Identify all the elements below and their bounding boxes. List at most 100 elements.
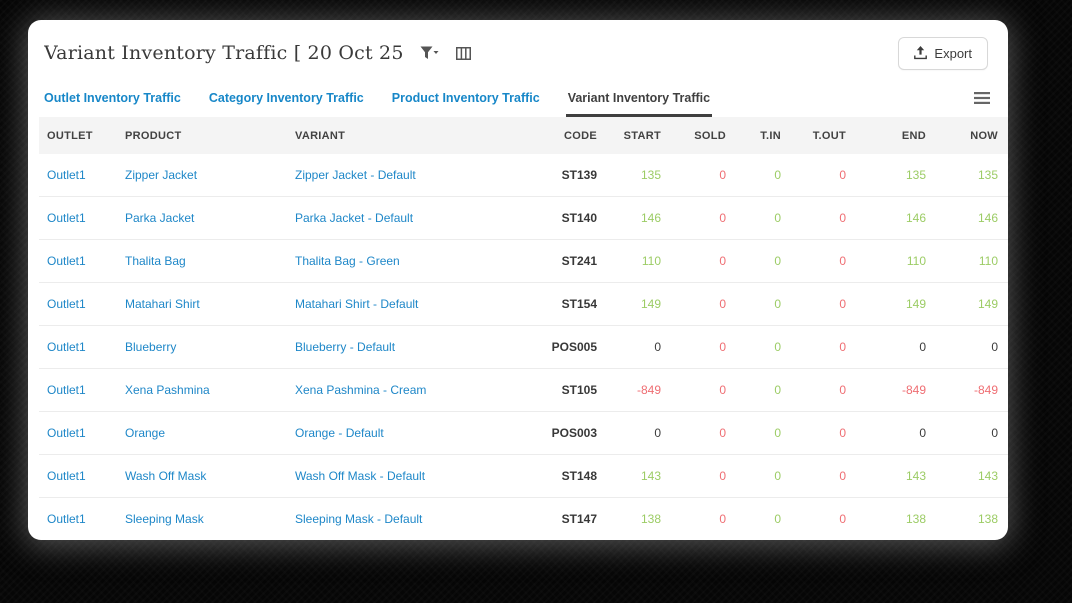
code-value: ST241: [526, 239, 601, 283]
column-header-variant[interactable]: VARIANT: [287, 117, 526, 154]
columns-button[interactable]: [454, 45, 473, 62]
variant-link[interactable]: Xena Pashmina - Cream: [287, 368, 526, 412]
product-link[interactable]: Blueberry: [117, 325, 287, 369]
table-row: Outlet1 Matahari Shirt Matahari Shirt - …: [39, 282, 1008, 326]
tout-value: 0: [791, 411, 856, 455]
tout-value: 0: [791, 454, 856, 498]
tout-value: 0: [791, 325, 856, 369]
upload-icon: [914, 46, 928, 60]
tin-value: 0: [736, 154, 791, 197]
column-header-end[interactable]: END: [856, 117, 936, 154]
export-button[interactable]: Export: [898, 36, 988, 70]
sold-value: 0: [671, 154, 736, 197]
start-value: 146: [601, 196, 671, 240]
variant-link[interactable]: Parka Jacket - Default: [287, 196, 526, 240]
tin-value: 0: [736, 282, 791, 326]
start-value: 143: [601, 454, 671, 498]
outlet-link[interactable]: Outlet1: [39, 411, 117, 455]
outlet-link[interactable]: Outlet1: [39, 239, 117, 283]
outlet-link[interactable]: Outlet1: [39, 497, 117, 540]
tin-value: 0: [736, 497, 791, 540]
tab-product-inventory-traffic[interactable]: Product Inventory Traffic: [391, 91, 540, 105]
variant-link[interactable]: Orange - Default: [287, 411, 526, 455]
outlet-link[interactable]: Outlet1: [39, 368, 117, 412]
table-row: Outlet1 Blueberry Blueberry - Default PO…: [39, 325, 1008, 369]
table-row: Outlet1 Thalita Bag Thalita Bag - Green …: [39, 239, 1008, 283]
tout-value: 0: [791, 368, 856, 412]
start-value: 0: [601, 411, 671, 455]
outlet-link[interactable]: Outlet1: [39, 282, 117, 326]
filter-button[interactable]: [418, 44, 442, 62]
column-header-product[interactable]: PRODUCT: [117, 117, 287, 154]
code-value: POS003: [526, 411, 601, 455]
table-header-row: OUTLET PRODUCT VARIANT CODE START SOLD T…: [39, 117, 1008, 154]
variant-link[interactable]: Matahari Shirt - Default: [287, 282, 526, 326]
outlet-link[interactable]: Outlet1: [39, 325, 117, 369]
code-value: ST147: [526, 497, 601, 540]
code-value: ST140: [526, 196, 601, 240]
report-tabs: Outlet Inventory Traffic Category Invent…: [28, 79, 1008, 117]
tab-variant-inventory-traffic[interactable]: Variant Inventory Traffic: [565, 79, 713, 117]
outlet-link[interactable]: Outlet1: [39, 454, 117, 498]
outlet-link[interactable]: Outlet1: [39, 154, 117, 197]
tout-value: 0: [791, 239, 856, 283]
table-row: Outlet1 Wash Off Mask Wash Off Mask - De…: [39, 454, 1008, 498]
table-row: Outlet1 Xena Pashmina Xena Pashmina - Cr…: [39, 368, 1008, 412]
product-link[interactable]: Wash Off Mask: [117, 454, 287, 498]
export-button-label: Export: [934, 45, 972, 61]
column-header-tout[interactable]: T.OUT: [791, 117, 856, 154]
sold-value: 0: [671, 497, 736, 540]
tin-value: 0: [736, 454, 791, 498]
column-header-start[interactable]: START: [601, 117, 671, 154]
columns-icon: [456, 46, 471, 60]
tin-value: 0: [736, 325, 791, 369]
code-value: POS005: [526, 325, 601, 369]
tab-category-inventory-traffic[interactable]: Category Inventory Traffic: [208, 91, 364, 105]
tout-value: 0: [791, 282, 856, 326]
variant-link[interactable]: Wash Off Mask - Default: [287, 454, 526, 498]
tout-value: 0: [791, 154, 856, 197]
end-value: 143: [856, 454, 936, 498]
column-header-tin[interactable]: T.IN: [736, 117, 791, 154]
now-value: 0: [936, 325, 1008, 369]
filter-icon: [420, 46, 440, 60]
tin-value: 0: [736, 196, 791, 240]
variant-inventory-table: OUTLET PRODUCT VARIANT CODE START SOLD T…: [39, 117, 1008, 540]
table-row: Outlet1 Orange Orange - Default POS003 0…: [39, 411, 1008, 455]
column-header-sold[interactable]: SOLD: [671, 117, 736, 154]
outlet-link[interactable]: Outlet1: [39, 196, 117, 240]
variant-link[interactable]: Thalita Bag - Green: [287, 239, 526, 283]
now-value: 149: [936, 282, 1008, 326]
column-header-outlet[interactable]: OUTLET: [39, 117, 117, 154]
variant-link[interactable]: Sleeping Mask - Default: [287, 497, 526, 540]
variant-link[interactable]: Zipper Jacket - Default: [287, 154, 526, 197]
now-value: 143: [936, 454, 1008, 498]
now-value: 146: [936, 196, 1008, 240]
column-header-now[interactable]: NOW: [936, 117, 1008, 154]
sold-value: 0: [671, 196, 736, 240]
sold-value: 0: [671, 239, 736, 283]
tab-outlet-inventory-traffic[interactable]: Outlet Inventory Traffic: [44, 91, 181, 105]
product-link[interactable]: Sleeping Mask: [117, 497, 287, 540]
tin-value: 0: [736, 239, 791, 283]
end-value: 135: [856, 154, 936, 197]
product-link[interactable]: Xena Pashmina: [117, 368, 287, 412]
product-link[interactable]: Zipper Jacket: [117, 154, 287, 197]
table-menu-button[interactable]: [972, 90, 992, 106]
now-value: 0: [936, 411, 1008, 455]
now-value: 138: [936, 497, 1008, 540]
start-value: 135: [601, 154, 671, 197]
sold-value: 0: [671, 454, 736, 498]
product-link[interactable]: Thalita Bag: [117, 239, 287, 283]
now-value: 110: [936, 239, 1008, 283]
code-value: ST154: [526, 282, 601, 326]
variant-link[interactable]: Blueberry - Default: [287, 325, 526, 369]
column-header-code[interactable]: CODE: [526, 117, 601, 154]
sold-value: 0: [671, 368, 736, 412]
product-link[interactable]: Orange: [117, 411, 287, 455]
tin-value: 0: [736, 368, 791, 412]
product-link[interactable]: Parka Jacket: [117, 196, 287, 240]
sold-value: 0: [671, 282, 736, 326]
end-value: 110: [856, 239, 936, 283]
product-link[interactable]: Matahari Shirt: [117, 282, 287, 326]
